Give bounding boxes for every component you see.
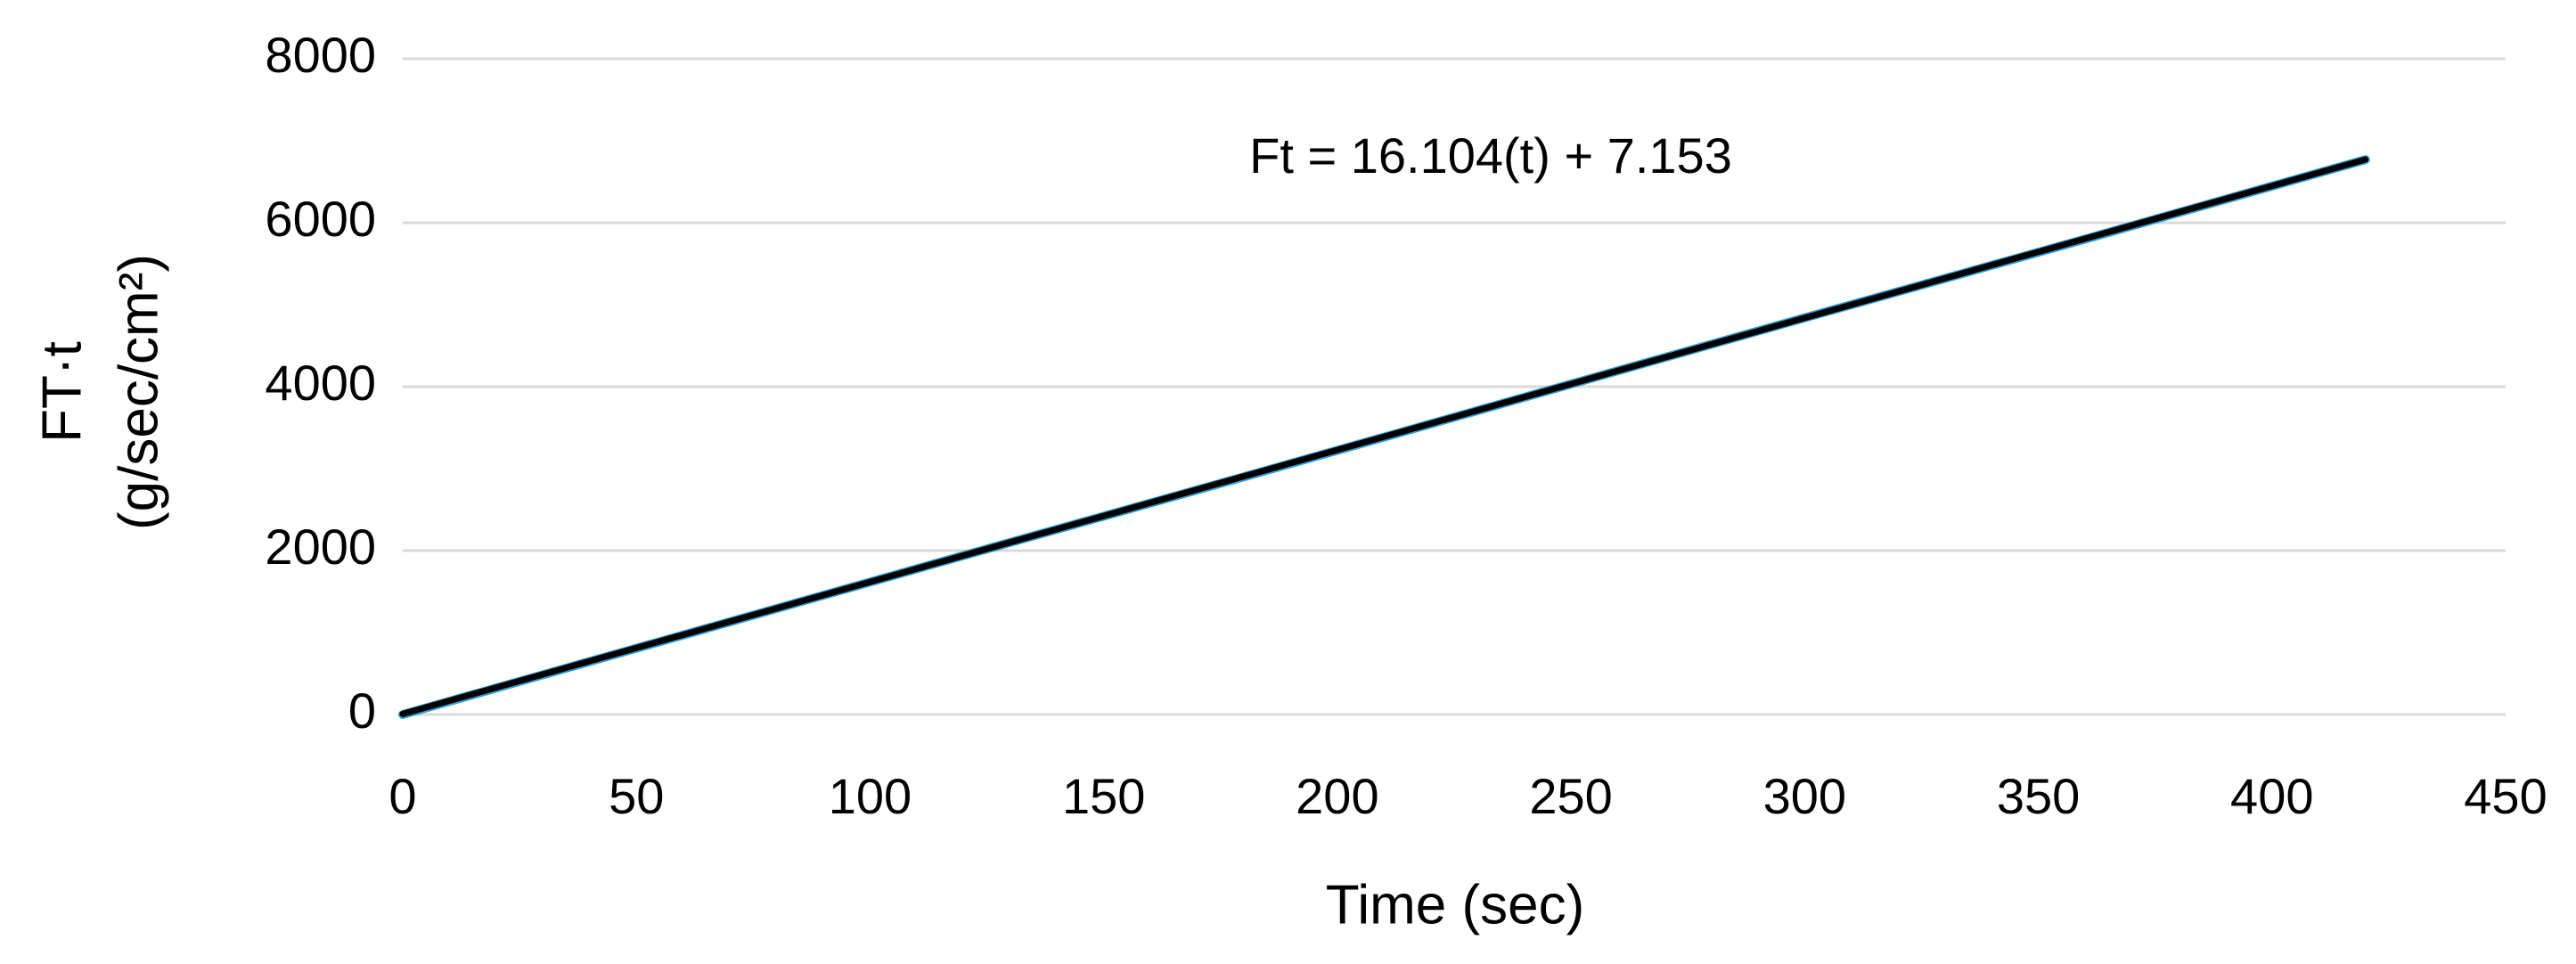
x-tick-label: 450 bbox=[2464, 768, 2547, 824]
x-tick-label: 0 bbox=[388, 768, 416, 824]
x-tick-label: 400 bbox=[2230, 768, 2313, 824]
x-axis-label: Time (sec) bbox=[1326, 874, 1584, 935]
x-tick-label: 50 bbox=[609, 768, 664, 824]
x-tick-label: 100 bbox=[829, 768, 912, 824]
y-tick-label: 4000 bbox=[265, 355, 376, 411]
data-line bbox=[399, 156, 2369, 717]
trendline-equation: Ft = 16.104(t) + 7.153 bbox=[1249, 127, 1732, 184]
x-tick-label: 350 bbox=[1997, 768, 2080, 824]
x-tick-label: 300 bbox=[1763, 768, 1846, 824]
x-tick-label: 250 bbox=[1529, 768, 1612, 824]
y-axis-label: FT·t bbox=[31, 341, 93, 443]
x-tick-label: 150 bbox=[1062, 768, 1145, 824]
y-tick-label: 0 bbox=[348, 682, 376, 739]
y-tick-label: 8000 bbox=[265, 27, 376, 83]
y-tick-label: 6000 bbox=[265, 191, 376, 247]
y-tick-label: 2000 bbox=[265, 519, 376, 575]
y-axis-label: (g/sec/cm²) bbox=[108, 254, 169, 530]
x-tick-label: 200 bbox=[1296, 768, 1378, 824]
